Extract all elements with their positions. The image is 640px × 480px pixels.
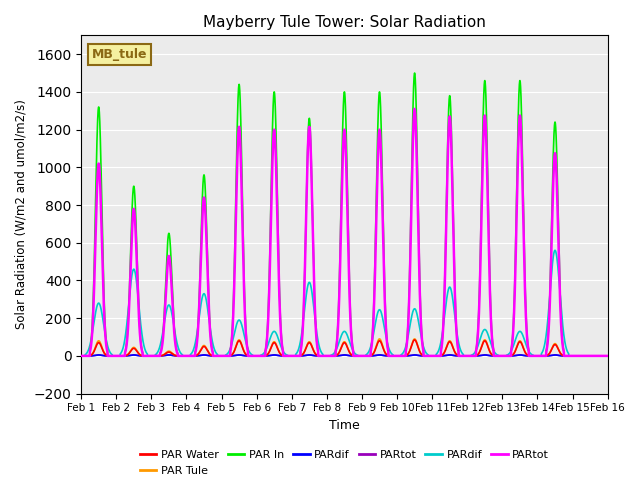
Line: PARtot: PARtot — [81, 355, 607, 356]
PAR In — [417, 314, 425, 320]
PAR In — [77, 353, 85, 359]
Line: PARtot: PARtot — [81, 109, 607, 356]
PARdif — [604, 353, 611, 359]
PARdif — [77, 353, 85, 359]
PARtot — [190, 353, 198, 359]
PAR Tule — [602, 353, 610, 359]
PARdif — [417, 332, 425, 337]
PARdif — [77, 353, 85, 359]
PARdif — [184, 353, 192, 359]
PARdif — [602, 353, 610, 359]
PAR Water — [190, 353, 198, 359]
PARdif — [95, 352, 102, 358]
PARdif — [602, 353, 610, 359]
PARtot — [275, 353, 282, 359]
PAR Water — [492, 353, 499, 359]
Legend: PAR Water, PAR Tule, PAR In, PARdif, PARtot, PARdif, PARtot: PAR Water, PAR Tule, PAR In, PARdif, PAR… — [135, 446, 554, 480]
PAR Water — [77, 353, 85, 359]
PAR In — [411, 70, 419, 76]
PARdif — [275, 353, 282, 359]
PAR In — [604, 353, 611, 359]
PARdif — [604, 353, 611, 359]
PAR Water — [604, 353, 611, 359]
PARtot — [417, 353, 425, 359]
PARdif — [184, 353, 192, 359]
Y-axis label: Solar Radiation (W/m2 and umol/m2/s): Solar Radiation (W/m2 and umol/m2/s) — [15, 99, 28, 329]
PAR In — [492, 353, 499, 359]
Title: Mayberry Tule Tower: Solar Radiation: Mayberry Tule Tower: Solar Radiation — [203, 15, 486, 30]
PAR Water — [602, 353, 610, 359]
PARdif — [492, 351, 499, 357]
PAR Tule — [492, 353, 499, 359]
PAR Water — [411, 337, 419, 343]
PARtot — [411, 106, 419, 112]
PAR Tule — [190, 353, 198, 359]
PARtot — [604, 353, 611, 359]
PAR In — [184, 353, 192, 359]
PAR Water — [184, 353, 192, 359]
PAR Tule — [77, 353, 85, 359]
PAR Tule — [417, 351, 425, 357]
PARdif — [190, 353, 198, 359]
Line: PARdif: PARdif — [81, 250, 607, 356]
PARdif — [275, 336, 282, 341]
PARdif — [492, 353, 499, 359]
PAR In — [190, 353, 198, 359]
Line: PARdif: PARdif — [81, 355, 607, 356]
PARdif — [417, 353, 425, 359]
PARtot — [417, 319, 425, 325]
PARtot — [184, 353, 192, 359]
Line: PAR In: PAR In — [81, 73, 607, 356]
PARdif — [551, 247, 559, 253]
PARtot — [77, 353, 85, 359]
PARtot — [604, 353, 611, 359]
PAR Water — [275, 347, 282, 353]
PARtot — [95, 352, 102, 358]
PAR Tule — [604, 353, 611, 359]
Text: MB_tule: MB_tule — [92, 48, 147, 61]
PARtot — [190, 353, 198, 359]
PARtot — [492, 353, 499, 359]
Line: PAR Water: PAR Water — [81, 340, 607, 356]
PARtot — [77, 353, 85, 359]
PAR Tule — [184, 353, 192, 359]
PAR Tule — [275, 347, 282, 352]
PARtot — [602, 353, 610, 359]
PARtot — [492, 353, 499, 359]
PAR Tule — [376, 336, 383, 342]
PAR Water — [417, 351, 425, 357]
PARtot — [275, 253, 282, 259]
PARtot — [184, 353, 192, 359]
PARdif — [190, 346, 198, 352]
PARtot — [602, 353, 610, 359]
X-axis label: Time: Time — [329, 419, 360, 432]
Line: PAR Tule: PAR Tule — [81, 339, 607, 356]
PAR In — [275, 237, 282, 242]
PAR In — [602, 353, 610, 359]
